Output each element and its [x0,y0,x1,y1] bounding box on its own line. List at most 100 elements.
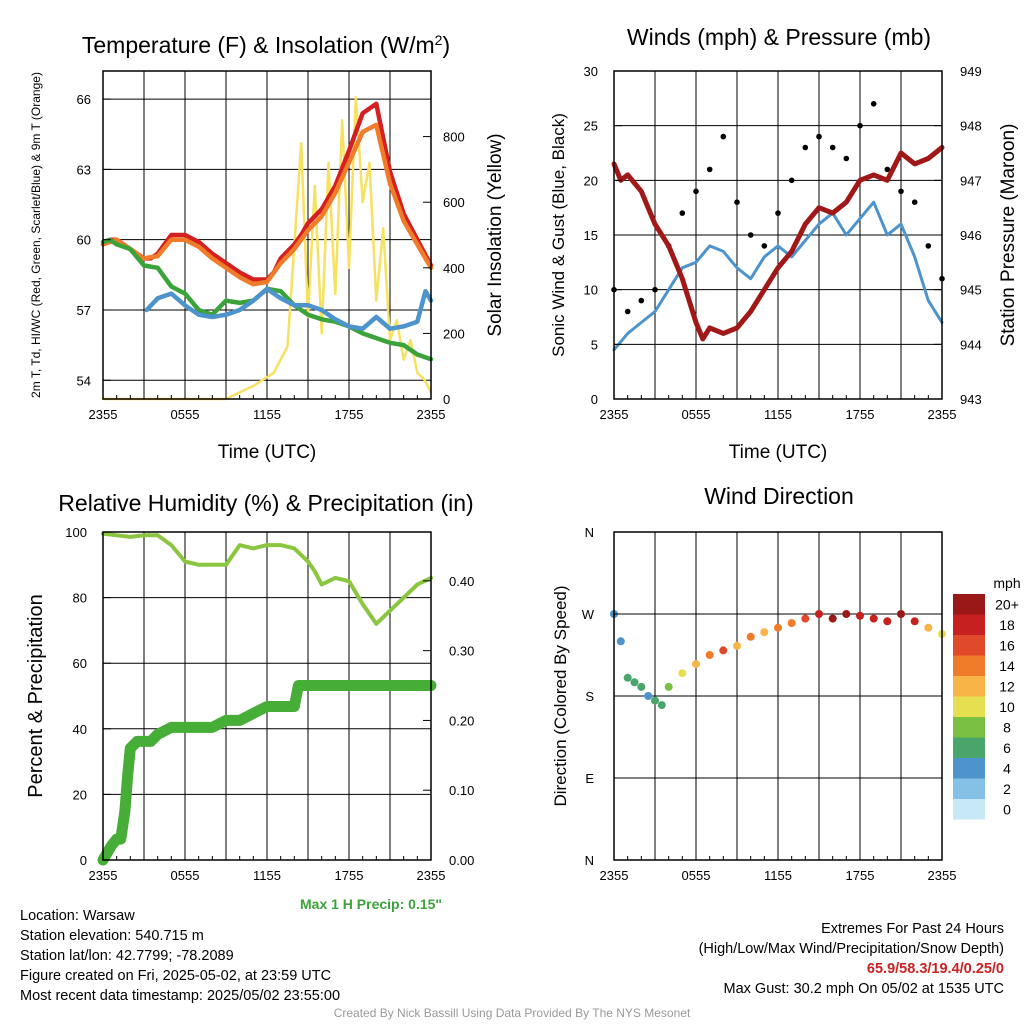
y-tick-label: 63 [77,162,91,177]
direction-point [651,696,659,705]
colorbar-swatch [953,778,985,799]
x-tick-label: 2355 [928,868,957,883]
direction-point [924,623,933,632]
temperature-chart-title: Temperature (F) & Insolation (W/m2) [82,32,450,58]
direction-point [801,614,810,623]
temperature-y-axis-label: 2m T, Td, HI/WC (Red, Green, Scarlet/Blu… [29,72,43,398]
speed-colorbar: mph 0 2 4 6 8 10 12 14 16 18 20+ [953,575,1021,820]
y-tick-label: 30 [584,64,598,79]
colorbar-tick-label: 16 [999,637,1015,653]
station-pressure-line [611,145,945,342]
direction-point [637,682,646,691]
direction-point [733,641,741,650]
gust-point [775,210,781,216]
colorbar-tick-label: 0 [1003,801,1011,817]
extremes-info: Extremes For Past 24 Hours (High/Low/Max… [699,919,1004,999]
direction-point [897,610,905,618]
gust-point [761,243,768,249]
gust-point [638,297,645,304]
station-latlon: Station lat/lon: 42.7799; -78.2089 [20,948,234,964]
x-tick-label: 2355 [89,868,118,883]
direction-point [616,637,625,646]
humidity-chart-title: Relative Humidity (%) & Precipitation (i… [58,490,473,516]
relative-humidity-line [101,531,433,626]
colorbar-tick-label: 6 [1003,740,1011,756]
winds-chart-title: Winds (mph) & Pressure (mb) [627,24,931,50]
y2-tick-label: 200 [443,326,465,341]
direction-point [664,682,673,691]
y-tick-label: 60 [73,656,87,671]
colorbar-tick-label: 2 [1003,781,1011,797]
gust-point [652,286,658,293]
solar-insolation-line [101,95,433,401]
x-tick-label: 1155 [764,868,792,883]
y-tick-label: 40 [73,722,87,737]
colorbar-tick-label: 12 [999,678,1015,694]
direction-point [842,610,851,618]
colorbar-tick-label: 8 [1003,719,1011,735]
direction-point [657,701,666,710]
direction-point [787,619,796,628]
max-hourly-precip: Max 1 H Precip: 0.15" [300,896,443,912]
y-tick-label: E [585,771,594,786]
x-tick-label: 2355 [928,407,957,422]
direction-y-axis-label: Direction (Colored By Speed) [551,585,570,806]
extremes-subtitle: (High/Low/Max Wind/Precipitation/Snow De… [698,941,1004,957]
y-tick-label: 0 [591,392,598,407]
direction-point [883,617,892,626]
gust-point [911,199,918,205]
y2-tick-label: 944 [960,337,982,352]
gust-point [857,122,863,129]
x-tick-label: 1755 [335,407,364,422]
direction-point [746,632,755,641]
precipitation-line [97,680,437,866]
solar-y-axis-label: Solar Insolation (Yellow) [485,133,506,336]
gust-point [693,188,699,195]
direction-point [630,678,639,687]
y2-tick-label: 600 [443,195,465,210]
y2-tick-label: 0.40 [449,574,474,589]
colorbar-swatch [953,655,985,676]
y-tick-label: 10 [584,283,598,298]
max-gust: Max Gust: 30.2 mph On 05/02 at 1535 UTC [723,981,1004,997]
colorbar-swatch [953,635,985,656]
y-tick-label: 25 [584,119,598,134]
station-elevation: Station elevation: 540.715 m [20,928,204,944]
x-tick-label: 2355 [600,407,629,422]
y-tick-label: 54 [77,373,91,388]
gust-point [802,144,809,151]
pressure-y-axis-label: Station Pressure (Maroon) [998,124,1019,347]
y-tick-label: 57 [77,303,91,318]
y2-tick-label: 946 [960,228,982,243]
colorbar-tick-label: 10 [999,699,1015,715]
y2-tick-label: 947 [960,173,982,188]
gust-point [870,101,877,107]
direction-chart-title: Wind Direction [704,483,854,509]
station-location: Location: Warsaw [20,908,135,924]
direction-point [760,628,769,637]
figure-created: Figure created on Fri, 2025-05-02, at 23… [20,968,332,984]
gust-point [720,133,727,140]
y-tick-label: N [585,525,594,540]
y2-tick-label: 400 [443,261,465,276]
direction-point [623,673,632,682]
y2-tick-label: 0.30 [449,644,474,659]
y2-tick-label: 949 [960,64,982,79]
colorbar-tick-label: 20+ [995,596,1019,612]
credit-line: Created By Nick Bassill Using Data Provi… [333,1006,691,1020]
y-tick-label: 80 [73,591,87,606]
direction-point [774,623,782,632]
colorbar-tick-label: 14 [999,658,1015,674]
recent-timestamp: Most recent data timestamp: 2025/05/02 2… [20,988,341,1004]
colorbar-tick-label: 18 [999,617,1015,633]
x-tick-label: 2355 [417,407,446,422]
gust-point [679,210,686,216]
gust-point [624,308,631,315]
x-tick-label: 2355 [600,868,629,883]
colorbar-tick-label: 4 [1003,760,1011,776]
colorbar-swatch [953,737,985,758]
direction-point [644,692,653,700]
y-tick-label: N [585,853,594,868]
y2-tick-label: 943 [960,392,982,407]
humidity-panel: Relative Humidity (%) & Precipitation (i… [25,490,474,883]
